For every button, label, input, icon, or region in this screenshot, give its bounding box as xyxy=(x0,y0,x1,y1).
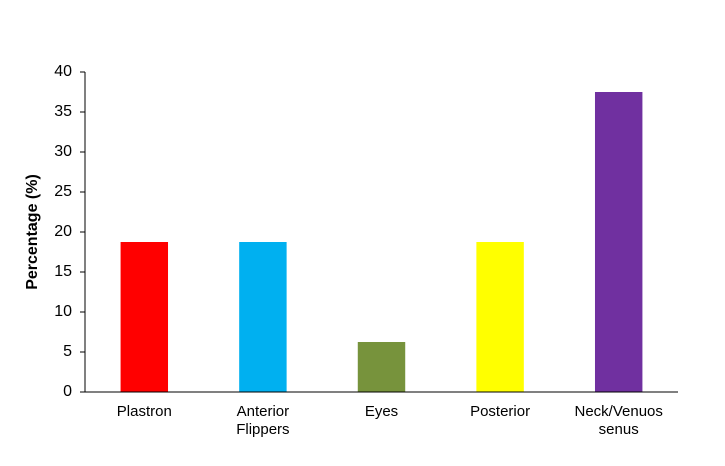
bar xyxy=(357,342,406,392)
x-tick-label: Eyes xyxy=(364,403,399,420)
y-tick-label: 35 xyxy=(54,103,72,120)
y-axis-label: Percentage (%) xyxy=(24,174,41,290)
bar xyxy=(476,242,524,392)
y-tick-label: 25 xyxy=(54,183,72,200)
x-tick-label: Anterior Flippers xyxy=(236,403,290,438)
y-tick-label: 15 xyxy=(54,263,72,280)
bar xyxy=(239,242,287,392)
y-tick-label: 10 xyxy=(54,303,72,320)
bar xyxy=(120,242,169,392)
y-tick-label: 0 xyxy=(63,383,72,400)
x-tick-label: Posterior xyxy=(470,403,531,420)
y-tick-label: 30 xyxy=(54,143,72,160)
x-tick-label: Plastron xyxy=(116,403,172,420)
bar xyxy=(594,92,643,392)
y-tick-label: 20 xyxy=(54,223,72,240)
y-tick-label: 5 xyxy=(63,343,72,360)
y-tick-label: 40 xyxy=(54,63,72,80)
x-tick-label: Neck/Venuos senus xyxy=(574,403,663,438)
